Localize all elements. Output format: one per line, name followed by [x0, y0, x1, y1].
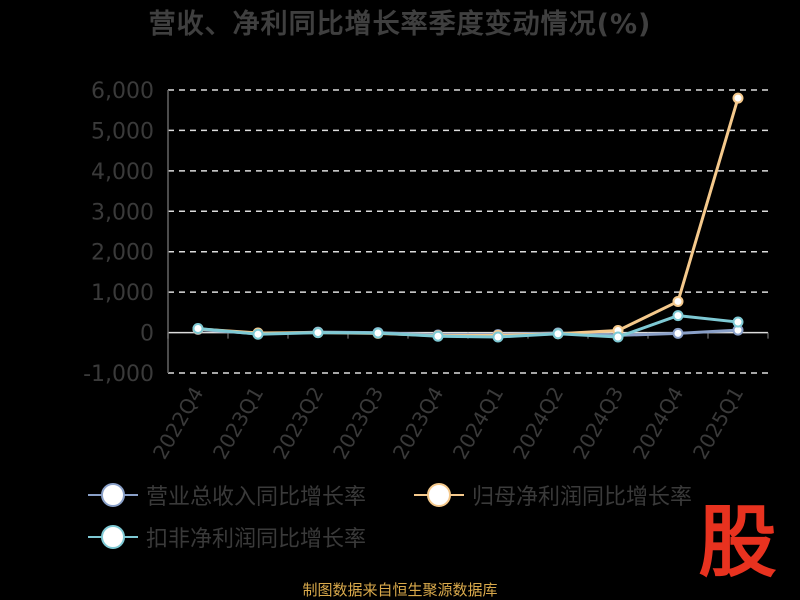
legend-item-net-profit[interactable]: 归母净利润同比增长率 [414, 478, 692, 512]
y-tick-label: 2,000 [91, 241, 154, 266]
legend-swatch-net-profit [414, 478, 464, 512]
data-point-2-8 [672, 310, 684, 322]
data-point-2-7 [612, 331, 624, 343]
data-point-2-1 [252, 328, 264, 340]
y-tick-label: 0 [140, 322, 154, 347]
legend-label-net-profit: 归母净利润同比增长率 [472, 485, 693, 510]
x-tick-label: 2023Q1 [208, 383, 268, 464]
data-point-2-2 [312, 327, 324, 339]
data-point-2-3 [372, 327, 384, 339]
x-tick-label: 2024Q3 [568, 383, 628, 464]
y-tick-label: 1,000 [91, 281, 154, 306]
x-tick-label: 2024Q2 [508, 383, 568, 464]
data-point-2-0 [192, 323, 204, 335]
legend-swatch-revenue [88, 478, 138, 512]
x-tick-label: 2023Q2 [268, 383, 328, 464]
y-tick-label: 6,000 [91, 79, 154, 104]
data-point-2-9 [732, 316, 744, 328]
data-point-1-8 [672, 295, 684, 307]
x-tick-label: 2023Q4 [388, 383, 448, 464]
y-tick-label: -1,000 [83, 362, 154, 387]
y-tick-label: 5,000 [91, 119, 154, 144]
y-tick-label: 3,000 [91, 200, 154, 225]
legend-label-revenue: 营业总收入同比增长率 [146, 485, 367, 510]
data-point-2-5 [492, 331, 504, 343]
chart-title: 营收、净利同比增长率季度变动情况(%) [148, 9, 652, 40]
legend-item-revenue[interactable]: 营业总收入同比增长率 [88, 478, 366, 512]
data-point-2-4 [432, 330, 444, 342]
data-point-2-6 [552, 328, 564, 340]
data-point-1-9 [732, 92, 744, 104]
legend-swatch-deducted-profit [88, 520, 138, 554]
x-tick-label: 2025Q1 [688, 383, 748, 464]
series-line-2 [197, 314, 739, 339]
legend-label-deducted-profit: 扣非净利润同比增长率 [146, 527, 367, 552]
y-tick-label: 4,000 [91, 160, 154, 185]
series-line-1 [197, 97, 740, 338]
legend-item-deducted-profit[interactable]: 扣非净利润同比增长率 [88, 520, 366, 554]
data-source: 制图数据来自恒生聚源数据库 [302, 581, 498, 599]
data-point-0-8 [672, 327, 684, 339]
x-tick-label: 2023Q3 [328, 383, 388, 464]
stock-logo: 股 [698, 498, 777, 588]
x-tick-label: 2022Q4 [148, 383, 208, 464]
x-tick-label: 2024Q4 [628, 383, 688, 464]
x-tick-label: 2024Q1 [448, 383, 508, 464]
